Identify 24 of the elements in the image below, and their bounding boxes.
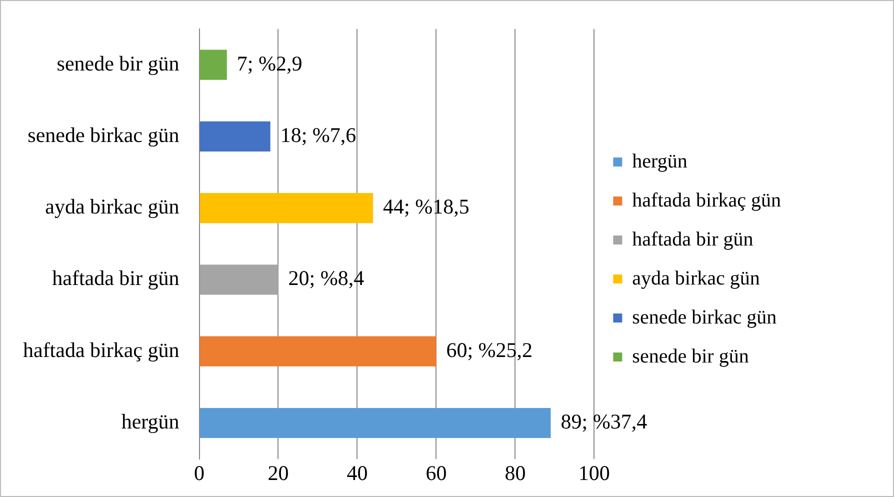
data-label: 89; %37,4 (560, 410, 648, 434)
y-tick-label: ayda birkac gün (45, 194, 180, 219)
x-tick-label: 0 (194, 460, 205, 485)
legend-label: senede birkac gün (632, 306, 777, 328)
legend-label: ayda birkac gün (632, 267, 760, 290)
x-tick-label: 100 (578, 460, 610, 485)
legend-label: senede bir gün (632, 345, 749, 368)
x-tick-label: 20 (268, 460, 289, 485)
y-tick-label: haftada bir gün (52, 266, 180, 290)
legend-label: hergün (632, 150, 688, 172)
legend-label: haftada bir gün (632, 228, 754, 250)
x-tick-label: 80 (504, 460, 526, 485)
data-label: 44; %18,5 (383, 194, 470, 219)
x-tick-label: 60 (426, 460, 447, 485)
y-tick-label: senede birkac gün (28, 122, 180, 147)
data-label: 18; %7,6 (280, 122, 356, 147)
data-label: 20; %8,4 (288, 266, 365, 290)
data-label: 7; %2,9 (236, 51, 302, 76)
y-tick-label: senede bir gün (56, 51, 180, 76)
data-label: 60; %25,2 (446, 338, 533, 362)
y-tick-label: hergün (121, 410, 180, 434)
y-tick-label: haftada birkaç gün (22, 338, 180, 362)
legend-label: haftada birkaç gün (632, 189, 782, 212)
x-tick-label: 40 (346, 460, 368, 485)
